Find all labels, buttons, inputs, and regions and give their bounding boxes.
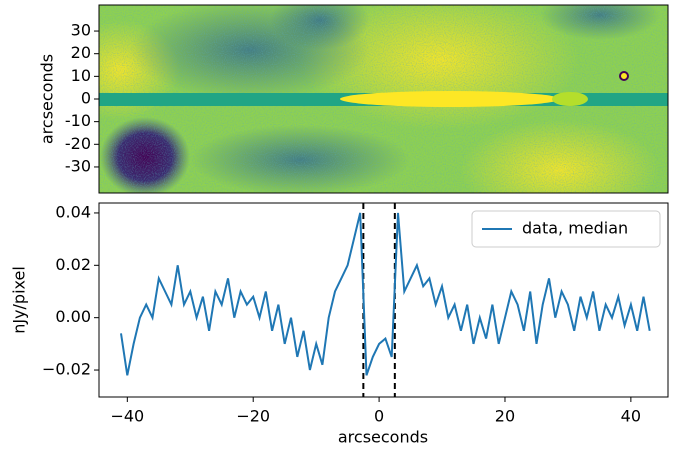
- x-tick-label: 40: [621, 407, 641, 426]
- y-tick-label: 0: [81, 89, 91, 108]
- image: [99, 5, 668, 193]
- x-tick-label: 20: [495, 407, 515, 426]
- x-axis-label: arcseconds: [338, 428, 428, 447]
- y-axis-label: nJy/pixel: [10, 266, 29, 334]
- x-tick-label: −40: [110, 407, 144, 426]
- y-tick-label: 20: [71, 43, 91, 62]
- y-tick-label: 0.02: [55, 255, 91, 274]
- y-tick-label: 30: [71, 21, 91, 40]
- y-tick-label: 0.00: [55, 307, 91, 326]
- y-tick-label: -20: [65, 134, 91, 153]
- x-tick-label: −20: [236, 407, 270, 426]
- data-line: [120, 212, 651, 376]
- y-axis-label: arcseconds: [38, 54, 57, 144]
- y-tick-label: 0.04: [55, 202, 91, 221]
- x-tick-label: 0: [374, 407, 384, 426]
- legend-label: data, median: [522, 219, 628, 238]
- y-tick-label: 10: [71, 66, 91, 85]
- legend-box: [471, 210, 661, 248]
- plot-frame: [98, 202, 669, 398]
- y-tick-label: -10: [65, 111, 91, 130]
- y-tick-label: −0.02: [42, 360, 91, 379]
- y-tick-label: -30: [65, 156, 91, 175]
